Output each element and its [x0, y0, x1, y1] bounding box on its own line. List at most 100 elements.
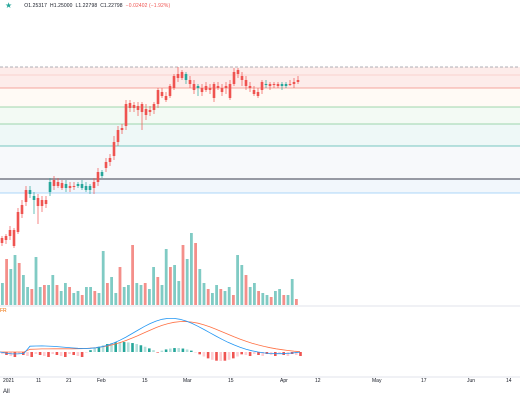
time-axis[interactable]: 2021 11 21 Feb 15 Mar 15 Apr 12 May 17 Jun 14	[3, 378, 512, 384]
macd-histogram-bar	[227, 352, 231, 360]
candle-body[interactable]	[248, 86, 252, 88]
macd-histogram-bar	[257, 352, 260, 355]
candle-body[interactable]	[200, 88, 204, 92]
candle-body[interactable]	[216, 86, 220, 88]
candle-body[interactable]	[232, 72, 236, 84]
candle-body[interactable]	[220, 88, 224, 92]
candle-body[interactable]	[48, 182, 52, 192]
fibonacci-levels[interactable]	[0, 66, 520, 194]
candle-body[interactable]	[24, 190, 28, 202]
candle-body[interactable]	[12, 230, 16, 246]
candle-body[interactable]	[244, 80, 248, 86]
candle-body[interactable]	[276, 84, 280, 86]
candle-body[interactable]	[52, 180, 56, 186]
candle-body[interactable]	[240, 76, 244, 80]
candle-body[interactable]	[104, 162, 108, 168]
candle-body[interactable]	[36, 198, 40, 206]
candle-body[interactable]	[172, 76, 176, 88]
candle-body[interactable]	[68, 186, 72, 188]
macd-histogram-bar	[68, 352, 71, 354]
candle-body[interactable]	[28, 190, 32, 194]
candle-body[interactable]	[44, 200, 48, 204]
candle-body[interactable]	[212, 84, 216, 98]
candle-body[interactable]	[20, 205, 24, 214]
candle-body[interactable]	[64, 184, 68, 188]
candle-body[interactable]	[40, 200, 44, 206]
candle-body[interactable]	[88, 186, 92, 190]
candle-body[interactable]	[184, 74, 188, 80]
candle-body[interactable]	[152, 104, 156, 110]
volume-bar	[89, 287, 92, 305]
candle-body[interactable]	[264, 84, 268, 85]
candle-body[interactable]	[188, 80, 192, 84]
time-axis-label: Jun	[467, 378, 475, 384]
candle-body[interactable]	[32, 196, 36, 200]
candle-body[interactable]	[180, 72, 184, 78]
candle-body[interactable]	[84, 186, 88, 190]
candle-body[interactable]	[284, 84, 288, 86]
candle-body[interactable]	[100, 172, 104, 176]
candle-body[interactable]	[160, 92, 164, 96]
candle-body[interactable]	[92, 182, 96, 188]
fib-zone	[0, 88, 520, 107]
candle-body[interactable]	[116, 130, 120, 142]
candle-body[interactable]	[268, 84, 272, 86]
candle-body[interactable]	[56, 182, 60, 186]
candle-body[interactable]	[228, 84, 232, 98]
candle-body[interactable]	[60, 183, 64, 188]
candle-body[interactable]	[288, 84, 292, 85]
candle-body[interactable]	[252, 90, 256, 94]
macd-histogram-bar	[169, 348, 172, 352]
candle-body[interactable]	[124, 104, 128, 126]
candle-body[interactable]	[8, 230, 12, 236]
candle-body[interactable]	[148, 110, 152, 112]
candle-body[interactable]	[16, 212, 20, 232]
volume-bar	[143, 283, 147, 305]
time-axis-label: 21	[66, 378, 72, 384]
candle-body[interactable]	[120, 128, 124, 130]
candle-body[interactable]	[112, 142, 116, 156]
time-axis-label: 15	[142, 378, 148, 384]
candle-body[interactable]	[196, 86, 200, 88]
candle-body[interactable]	[96, 172, 100, 182]
candle-body[interactable]	[156, 90, 160, 104]
candle-body[interactable]	[128, 103, 132, 108]
candle-body[interactable]	[132, 105, 136, 108]
candle-body[interactable]	[72, 186, 76, 187]
fib-zone	[0, 124, 520, 146]
macd-histogram-bar	[122, 342, 126, 352]
candle-body[interactable]	[76, 184, 80, 186]
candle-body[interactable]	[204, 86, 208, 90]
macd-histogram-bar	[101, 345, 105, 352]
candle-body[interactable]	[260, 82, 264, 90]
candle-body[interactable]	[236, 70, 240, 74]
candle-body[interactable]	[168, 86, 172, 96]
candle-body[interactable]	[296, 80, 300, 82]
candle-body[interactable]	[164, 96, 168, 100]
candle-body[interactable]	[192, 84, 196, 90]
macd-histogram-bar	[248, 352, 252, 356]
candle-body[interactable]	[224, 86, 228, 88]
candle-body[interactable]	[144, 109, 148, 115]
volume-bar	[13, 255, 17, 305]
candle-body[interactable]	[256, 92, 260, 96]
star-icon[interactable]: ★	[5, 1, 13, 10]
scale-all-button[interactable]: All	[3, 389, 10, 395]
candle-body[interactable]	[0, 238, 4, 243]
macd-histogram-bar	[173, 348, 176, 352]
candle-body[interactable]	[80, 184, 84, 188]
candle-body[interactable]	[108, 158, 112, 162]
candle-body[interactable]	[136, 106, 140, 110]
candles[interactable]	[0, 67, 300, 248]
candle-body[interactable]	[4, 236, 8, 240]
volume-bar	[248, 287, 252, 305]
candle-body[interactable]	[292, 82, 296, 84]
macd-histogram-bar	[164, 349, 168, 352]
candle-body[interactable]	[272, 84, 276, 85]
candle-body[interactable]	[176, 74, 180, 78]
candle-body[interactable]	[208, 88, 212, 90]
candle-body[interactable]	[280, 84, 284, 86]
candle-body[interactable]	[140, 104, 144, 112]
